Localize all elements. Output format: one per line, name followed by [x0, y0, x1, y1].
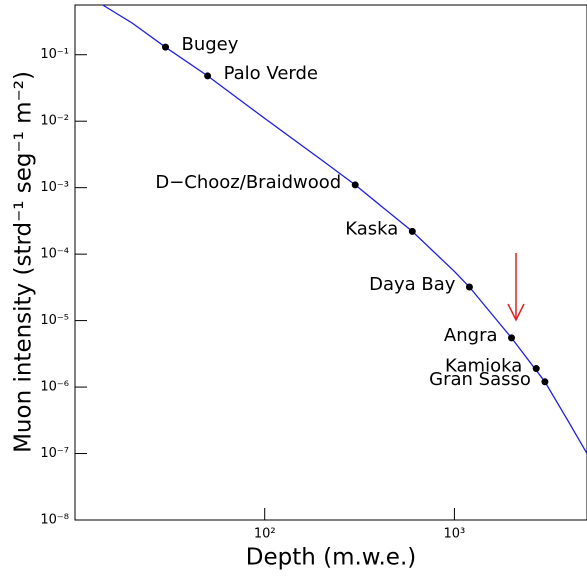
data-point [162, 43, 170, 51]
data-point [508, 334, 516, 342]
plot-frame [74, 4, 587, 521]
point-label: Bugey [182, 34, 239, 55]
point-label: Gran Sasso [429, 369, 531, 390]
data-point [532, 365, 540, 373]
data-point [204, 72, 212, 80]
y-tick-label: 10⁻⁷ [40, 446, 69, 461]
y-tick-label: 10⁻⁵ [40, 313, 69, 328]
y-tick-label: 10⁻³ [40, 180, 69, 195]
x-tick-label: 10² [254, 527, 276, 542]
x-tick-label: 10³ [444, 527, 466, 542]
y-tick-label: 10⁻¹ [40, 47, 69, 62]
data-point [541, 378, 549, 386]
point-label: Palo Verde [224, 63, 318, 84]
y-tick-label: 10⁻² [40, 114, 69, 129]
point-label: D−Chooz/Braidwood [155, 172, 341, 193]
y-tick-label: 10⁻⁸ [40, 513, 69, 528]
y-tick-label: 10⁻⁴ [40, 247, 69, 262]
point-label: Kamioka [445, 356, 522, 377]
y-axis-label: Muon intensity (strd⁻¹ seg⁻¹ m⁻²) [11, 71, 37, 453]
data-point [408, 227, 416, 235]
point-label: Angra [444, 325, 498, 346]
x-axis-label: Depth (m.w.e.) [246, 545, 417, 571]
point-label: Daya Bay [369, 274, 456, 295]
y-tick-label: 10⁻⁶ [40, 380, 69, 395]
curve [102, 4, 587, 454]
arrow-head [507, 303, 525, 322]
data-point [351, 181, 359, 189]
data-point [465, 283, 473, 291]
point-label: Kaska [345, 218, 398, 239]
